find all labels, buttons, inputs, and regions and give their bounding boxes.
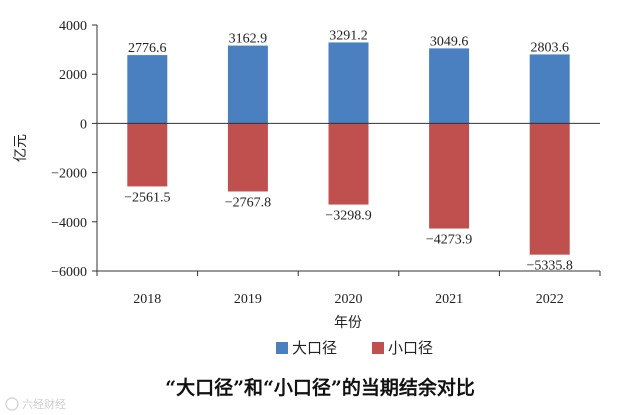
bar-big-2018 [127, 55, 168, 124]
legend: 大口径 小口径 [276, 339, 433, 357]
data-label-small-2022: −5335.8 [526, 259, 572, 274]
y-axis-title: 亿元 [13, 134, 29, 162]
data-label-big-2020: 3291.2 [329, 28, 368, 43]
x-tick-label-2022: 2022 [536, 292, 564, 307]
chart-caption: “大口径”和“小口径”的当期结余对比 [165, 376, 475, 399]
y-tick-label: 2000 [59, 68, 87, 83]
bars-group [127, 42, 570, 255]
bar-big-2022 [529, 54, 570, 124]
data-label-small-2018: −2561.5 [124, 190, 170, 205]
x-tick-label-2018: 2018 [133, 292, 161, 307]
data-label-big-2022: 2803.6 [530, 40, 569, 55]
x-tick-label-2019: 2019 [234, 292, 262, 307]
data-label-big-2021: 3049.6 [430, 34, 469, 49]
x-tick-label-2021: 2021 [435, 292, 463, 307]
bar-small-2022 [529, 123, 570, 255]
data-label-small-2019: −2767.8 [225, 195, 271, 210]
data-labels-group: 2776.6 3162.9 3291.2 3049.6 2803.6 −2561.5 −27… [124, 28, 573, 273]
legend-label-big: 大口径 [292, 339, 337, 357]
watermark-text: 六经财经 [22, 397, 66, 411]
data-label-big-2019: 3162.9 [229, 32, 268, 47]
bar-small-2018 [127, 123, 168, 187]
legend-label-small: 小口径 [388, 339, 433, 357]
legend-swatch-big [276, 342, 288, 354]
bar-small-2019 [227, 123, 268, 192]
x-tick-label-2020: 2020 [335, 292, 363, 307]
y-tick-label: −4000 [51, 216, 87, 231]
y-tick-label: 0 [80, 117, 87, 132]
data-label-small-2020: −3298.9 [325, 209, 371, 224]
y-tick-label: −6000 [51, 265, 87, 280]
data-label-small-2021: −4273.9 [426, 233, 472, 248]
axes-group: 4000 2000 0 −2000 −4000 −6000 2018 2019 2020 2021… [51, 19, 601, 307]
x-axis-title: 年份 [334, 315, 362, 331]
bar-big-2020 [328, 42, 369, 124]
bar-big-2021 [429, 48, 470, 124]
weibo-icon [5, 397, 19, 411]
legend-swatch-small [372, 342, 384, 354]
bar-big-2019 [227, 45, 268, 124]
data-label-big-2018: 2776.6 [128, 41, 167, 56]
bar-small-2020 [328, 123, 369, 205]
y-tick-label: 4000 [59, 19, 87, 34]
watermark: 六经财经 [5, 397, 66, 411]
bar-small-2021 [429, 123, 470, 229]
y-tick-label: −2000 [51, 167, 87, 182]
